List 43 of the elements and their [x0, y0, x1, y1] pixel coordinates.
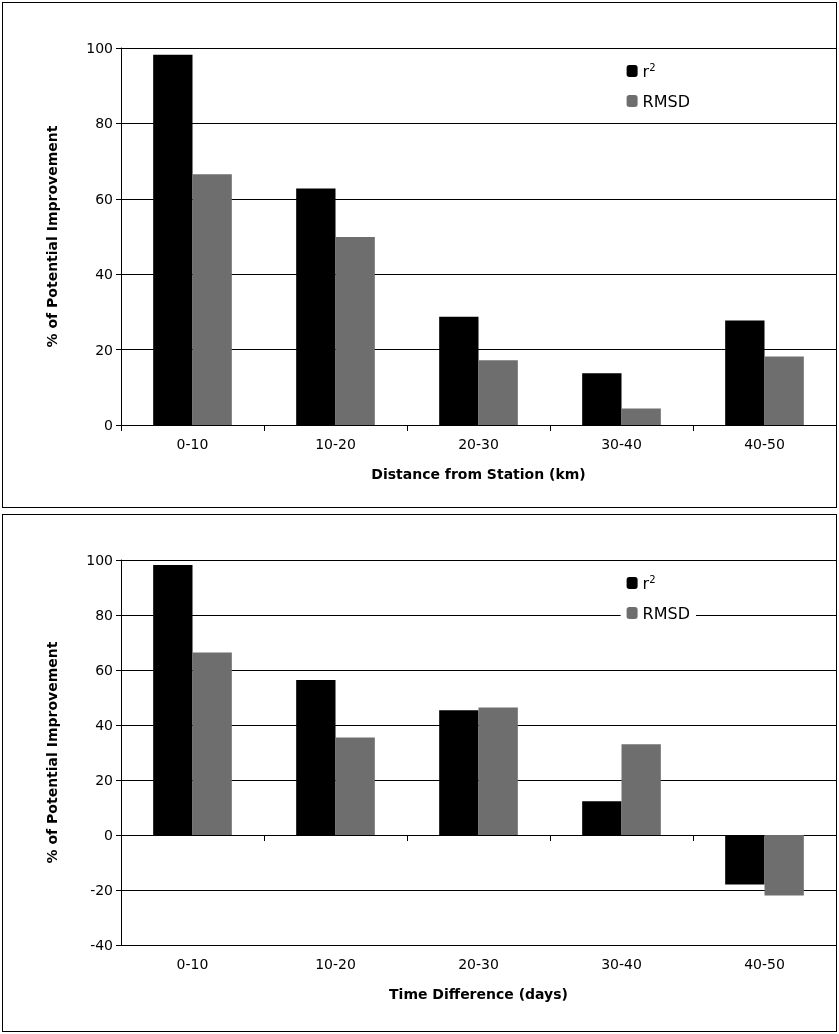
x-tick-label: 20-30: [458, 956, 499, 972]
bar: [478, 707, 518, 835]
y-tick-label: 80: [95, 607, 113, 623]
bar: [335, 236, 375, 425]
y-axis-title: % of Potential Improvement: [44, 125, 60, 348]
y-tick-label: 60: [95, 662, 113, 678]
y-tick-label: -40: [90, 937, 113, 953]
bar: [764, 835, 804, 896]
y-tick-label: 40: [95, 717, 113, 733]
y-tick-label: -20: [90, 882, 113, 898]
y-tick-label: 0: [104, 827, 113, 843]
y-tick-label: 20: [95, 772, 113, 788]
x-tick-label: 40-50: [744, 436, 785, 452]
x-tick-label: 30-40: [601, 436, 642, 452]
bar: [764, 356, 804, 425]
y-tick-label: 0: [104, 417, 113, 433]
bar: [725, 835, 765, 885]
x-tick-label: 40-50: [744, 956, 785, 972]
legend-label: RMSD: [642, 91, 691, 111]
x-tick-label: 20-30: [458, 436, 499, 452]
x-tick-label: 10-20: [315, 956, 356, 972]
y-tick-label: 100: [86, 552, 113, 568]
y-tick-label: 20: [95, 341, 113, 358]
y-tick-label: 80: [95, 115, 113, 132]
x-tick-label: 0-10: [176, 956, 209, 972]
y-axis-title: % of Potential Improvement: [44, 641, 60, 864]
bar: [335, 737, 375, 835]
x-axis-title: Time Difference (days): [389, 986, 568, 1002]
bar: [192, 174, 232, 425]
y-tick-label: 40: [95, 266, 113, 283]
y-tick-label: 60: [95, 190, 113, 207]
x-tick-label: 0-10: [176, 436, 209, 452]
bar: [621, 408, 661, 425]
bar: [478, 360, 518, 425]
bar: [582, 801, 622, 835]
y-tick-label: 100: [86, 40, 113, 56]
bar: [621, 744, 661, 835]
legend-label: RMSD: [642, 603, 691, 623]
x-tick-label: 30-40: [601, 956, 642, 972]
x-tick-label: 10-20: [315, 436, 356, 452]
x-axis-title: Distance from Station (km): [371, 466, 586, 482]
bar: [192, 652, 232, 835]
bar: [582, 373, 622, 425]
